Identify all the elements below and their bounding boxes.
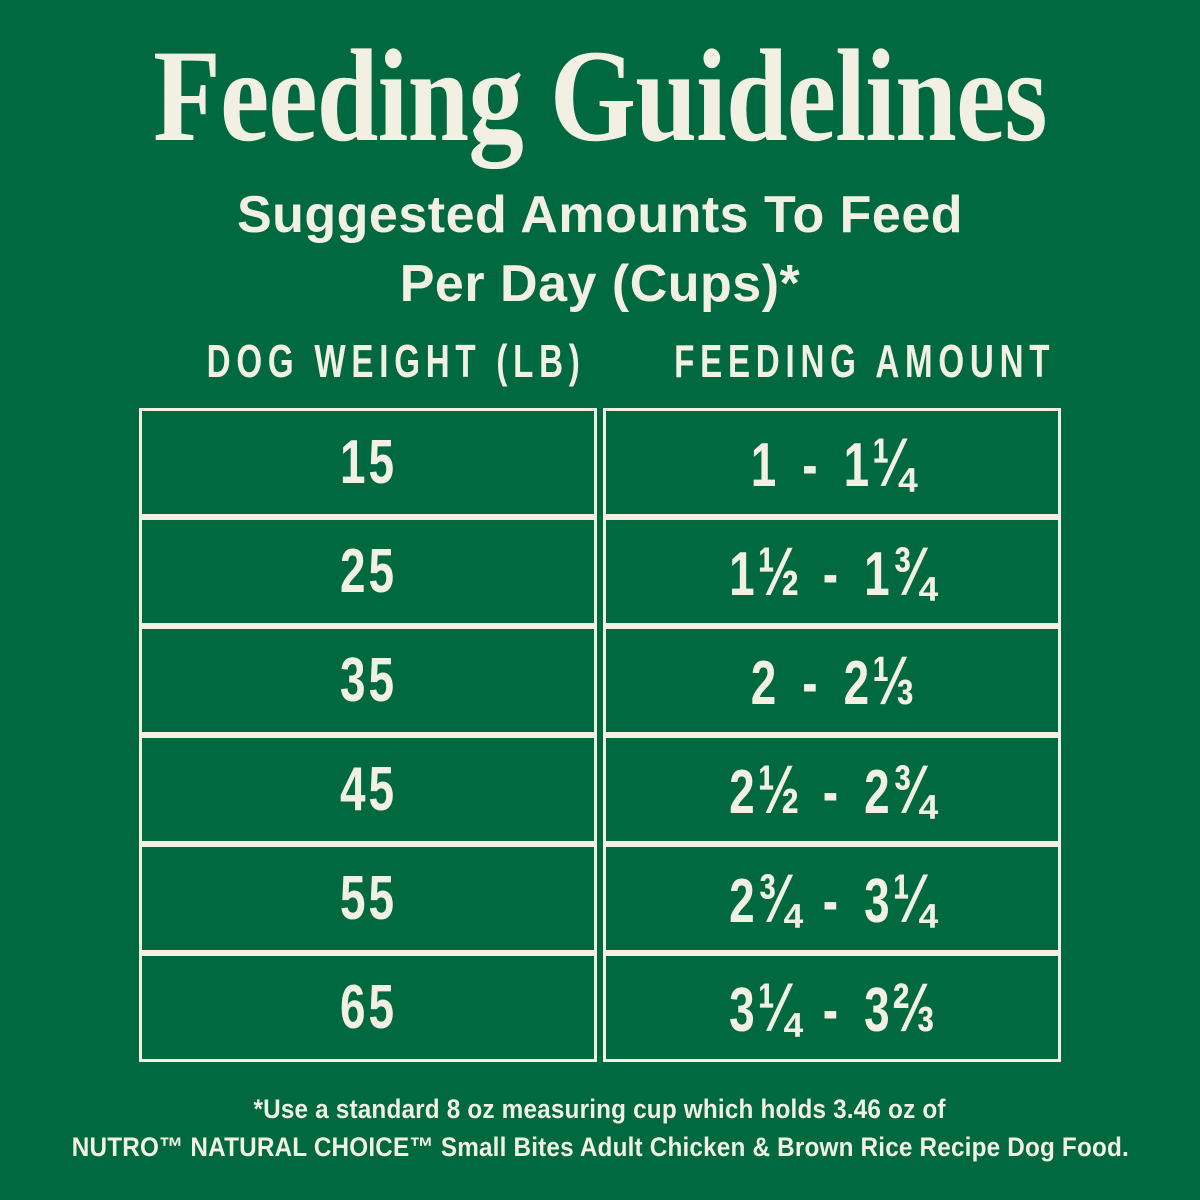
column-header-dog-weight: DOG WEIGHT (LB) [133,336,600,387]
column-header-feeding-amount: FEEDING AMOUNT [600,336,1067,387]
dog-weight-cell: 15 [139,408,597,517]
page-title-text: Feeding Guidelines [153,22,1047,169]
dog-weight-cell: 25 [139,517,597,626]
feeding-amount-value: 3¼ - 3⅔ [729,969,935,1046]
feeding-amount-value: 2 - 2⅓ [750,642,914,719]
dog-weight-value: 65 [339,973,397,1042]
fraction-glyph: ¾ [757,860,800,937]
footnote: *Use a standard 8 oz measuring cup which… [0,1090,1200,1167]
fraction-glyph: ¼ [871,424,914,501]
dog-weight-value: 25 [339,537,397,606]
dog-weight-value: 35 [339,646,397,715]
fraction-glyph: ⅓ [871,642,914,719]
feeding-amount-value: 2¾ - 3¼ [729,860,935,937]
fraction-glyph: ½ [757,533,800,610]
dog-weight-cell: 35 [139,626,597,735]
subtitle-line-2: Per Day (Cups)* [399,255,801,314]
feeding-amount-value: 1½ - 1¾ [729,533,935,610]
fraction-glyph: ½ [757,751,800,828]
dog-weight-value: 55 [339,864,397,933]
dog-weight-cell: 45 [139,735,597,844]
page-title: Feeding Guidelines [0,22,1200,170]
fraction-glyph: ¾ [892,533,935,610]
dog-weight-value: 15 [339,428,397,497]
feeding-amount-cell: 2 - 2⅓ [603,626,1061,735]
footnote-line-1: *Use a standard 8 oz measuring cup which… [0,1090,1200,1128]
footnote-line-1-text: *Use a standard 8 oz measuring cup which… [253,1094,947,1124]
column-headers: DOG WEIGHT (LB) FEEDING AMOUNT [133,336,1067,387]
fraction-glyph: ¼ [892,860,935,937]
dog-weight-cell: 55 [139,844,597,953]
feeding-table: 15 1 - 1¼ 25 1½ - 1¾ 35 2 - 2⅓ [133,408,1067,1062]
feeding-amount-value: 1 - 1¼ [750,424,914,501]
fraction-glyph: ¾ [892,751,935,828]
fraction-glyph: ¼ [757,969,800,1046]
column-header-dog-weight-text: DOG WEIGHT (LB) [206,335,586,387]
column-header-feeding-amount-text: FEEDING AMOUNT [674,335,1056,387]
dog-weight-value: 45 [339,755,397,824]
feeding-amount-cell: 2¾ - 3¼ [603,844,1061,953]
feeding-amount-cell: 2½ - 2¾ [603,735,1061,844]
table-row: 65 3¼ - 3⅔ [139,953,1061,1062]
table-row: 35 2 - 2⅓ [139,626,1061,735]
subtitle-line-1: Suggested Amounts To Feed [236,186,964,244]
feeding-amount-value: 2½ - 2¾ [729,751,935,828]
feeding-amount-cell: 1 - 1¼ [603,408,1061,517]
feeding-amount-cell: 3¼ - 3⅔ [603,953,1061,1062]
table-row: 15 1 - 1¼ [139,408,1061,517]
footnote-line-2-text: NUTRO™ NATURAL CHOICE™ Small Bites Adult… [71,1132,1129,1163]
fraction-glyph: ⅔ [892,969,935,1046]
footnote-line-2: NUTRO™ NATURAL CHOICE™ Small Bites Adult… [0,1128,1200,1166]
table-row: 45 2½ - 2¾ [139,735,1061,844]
feeding-amount-cell: 1½ - 1¾ [603,517,1061,626]
dog-weight-cell: 65 [139,953,597,1062]
feeding-table-body: 15 1 - 1¼ 25 1½ - 1¾ 35 2 - 2⅓ [139,408,1061,1062]
subtitle: Suggested Amounts To Feed Per Day (Cups)… [0,181,1200,319]
table-row: 55 2¾ - 3¼ [139,844,1061,953]
table-row: 25 1½ - 1¾ [139,517,1061,626]
